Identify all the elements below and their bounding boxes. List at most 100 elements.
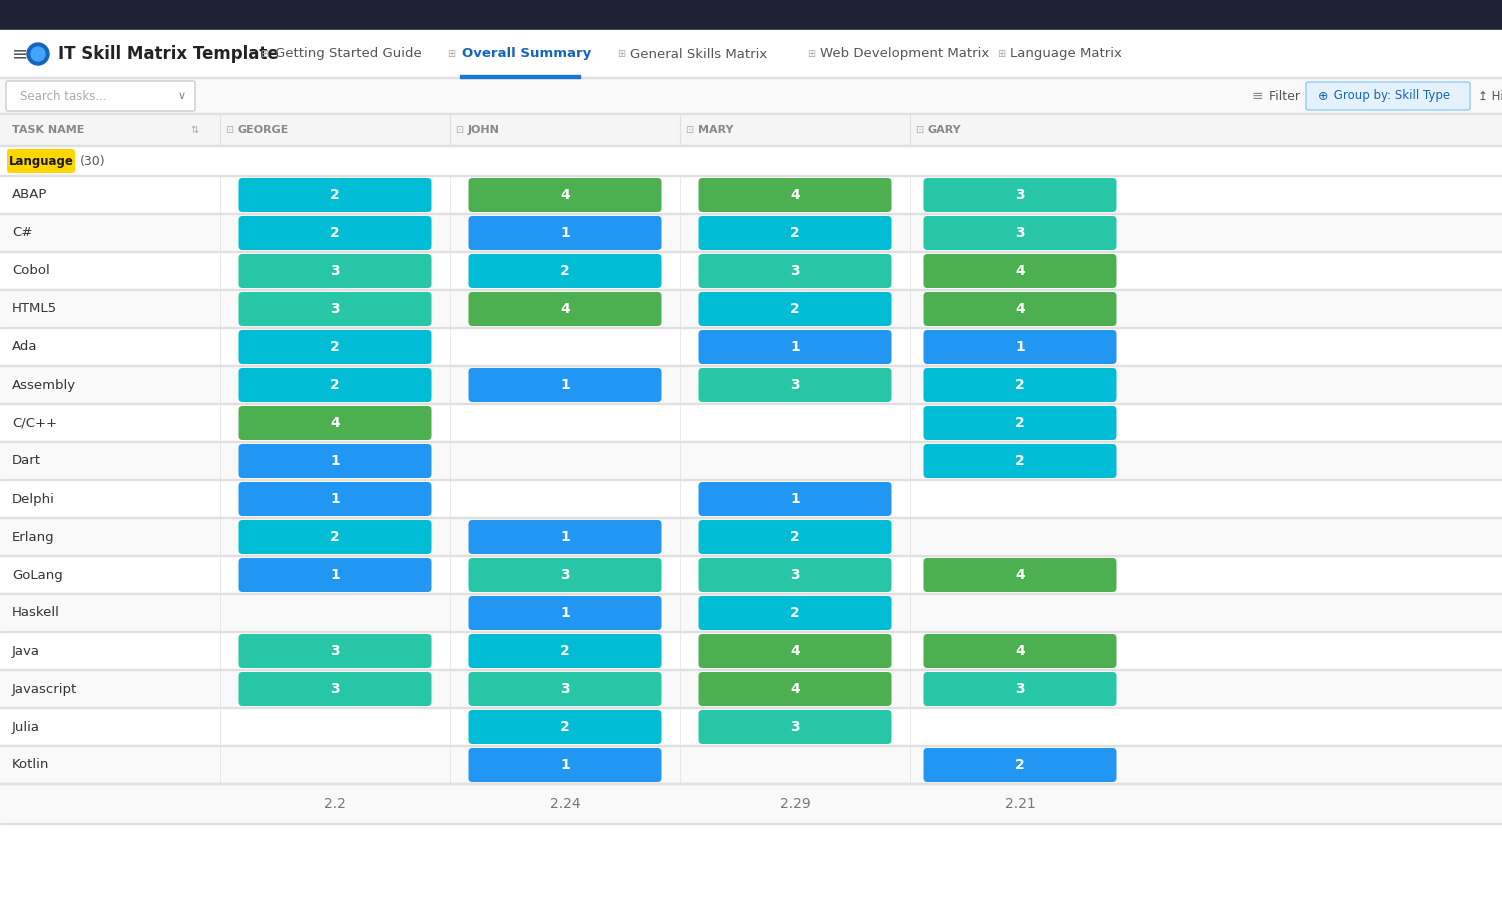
FancyBboxPatch shape <box>469 558 661 592</box>
Bar <box>0 290 1502 328</box>
Text: 3: 3 <box>790 568 799 582</box>
FancyBboxPatch shape <box>469 520 661 554</box>
Text: Web Development Matrix: Web Development Matrix <box>820 47 990 60</box>
Text: Getting Started Guide: Getting Started Guide <box>275 47 422 60</box>
Text: 2: 2 <box>790 302 801 316</box>
FancyBboxPatch shape <box>924 330 1116 364</box>
FancyBboxPatch shape <box>924 368 1116 402</box>
Bar <box>0 214 1502 252</box>
Text: 3: 3 <box>1015 188 1024 202</box>
Text: 2: 2 <box>790 226 801 240</box>
Text: 2: 2 <box>560 720 569 734</box>
Text: ⊞: ⊞ <box>807 49 816 59</box>
Bar <box>0 213 1502 214</box>
FancyBboxPatch shape <box>469 710 661 744</box>
Text: ⊞: ⊞ <box>617 49 625 59</box>
Text: 4: 4 <box>1015 264 1024 278</box>
Bar <box>460 75 580 78</box>
Text: C/C++: C/C++ <box>12 417 57 430</box>
FancyBboxPatch shape <box>239 292 431 326</box>
Text: GoLang: GoLang <box>12 569 63 581</box>
Text: 2: 2 <box>1015 758 1024 772</box>
FancyBboxPatch shape <box>469 292 661 326</box>
Text: ⇅: ⇅ <box>189 125 198 135</box>
Text: 2: 2 <box>560 644 569 658</box>
FancyBboxPatch shape <box>698 254 892 288</box>
Bar <box>0 252 1502 290</box>
Text: 2: 2 <box>560 264 569 278</box>
FancyBboxPatch shape <box>239 444 431 478</box>
FancyBboxPatch shape <box>469 748 661 782</box>
FancyBboxPatch shape <box>469 254 661 288</box>
Text: 4: 4 <box>560 302 569 316</box>
Bar <box>0 0 1502 30</box>
FancyBboxPatch shape <box>469 368 661 402</box>
Bar <box>0 77 1502 78</box>
Bar <box>0 366 1502 404</box>
Text: 3: 3 <box>1015 682 1024 696</box>
FancyBboxPatch shape <box>698 216 892 250</box>
FancyBboxPatch shape <box>8 149 75 173</box>
Text: 1: 1 <box>1015 340 1024 354</box>
Bar <box>0 176 1502 214</box>
Text: 3: 3 <box>790 264 799 278</box>
Text: 2: 2 <box>330 378 339 392</box>
Text: 2: 2 <box>330 340 339 354</box>
FancyBboxPatch shape <box>239 634 431 668</box>
Bar <box>0 114 1502 146</box>
Text: ∨: ∨ <box>179 91 186 101</box>
Text: ⊞: ⊞ <box>448 49 455 59</box>
Bar <box>0 327 1502 328</box>
Text: 2.21: 2.21 <box>1005 797 1035 811</box>
Bar <box>0 824 1502 910</box>
Bar <box>0 593 1502 594</box>
Bar <box>0 707 1502 708</box>
Text: 2: 2 <box>790 530 801 544</box>
FancyBboxPatch shape <box>924 634 1116 668</box>
Text: GARY: GARY <box>928 125 961 135</box>
Text: 1: 1 <box>560 378 569 392</box>
Text: Group by: Skill Type: Group by: Skill Type <box>1329 89 1449 103</box>
FancyBboxPatch shape <box>239 254 431 288</box>
Bar <box>0 783 1502 784</box>
Text: 2: 2 <box>330 188 339 202</box>
Text: GEORGE: GEORGE <box>237 125 290 135</box>
Text: Ada: Ada <box>12 340 38 353</box>
Text: Erlang: Erlang <box>12 531 54 543</box>
FancyBboxPatch shape <box>698 634 892 668</box>
Text: 1: 1 <box>790 340 801 354</box>
FancyBboxPatch shape <box>239 520 431 554</box>
Bar <box>0 175 1502 176</box>
Bar <box>0 441 1502 442</box>
Bar <box>0 365 1502 366</box>
Bar <box>0 708 1502 746</box>
Text: 1: 1 <box>330 568 339 582</box>
FancyBboxPatch shape <box>924 178 1116 212</box>
FancyBboxPatch shape <box>698 482 892 516</box>
Bar <box>0 823 1502 824</box>
Text: C#: C# <box>12 227 33 239</box>
Text: ⊡: ⊡ <box>225 125 233 135</box>
Bar <box>0 746 1502 784</box>
Text: ≡: ≡ <box>1253 89 1263 103</box>
FancyBboxPatch shape <box>469 216 661 250</box>
Text: 2: 2 <box>790 606 801 620</box>
Text: Haskell: Haskell <box>12 606 60 620</box>
Bar <box>0 145 1502 146</box>
Text: 4: 4 <box>790 644 801 658</box>
Bar <box>0 555 1502 556</box>
FancyBboxPatch shape <box>6 81 195 111</box>
Text: 4: 4 <box>790 188 801 202</box>
Text: ABAP: ABAP <box>12 188 48 201</box>
Bar <box>0 289 1502 290</box>
Text: 2: 2 <box>1015 378 1024 392</box>
Text: Java: Java <box>12 644 41 658</box>
Bar <box>0 632 1502 670</box>
FancyBboxPatch shape <box>698 520 892 554</box>
Text: 3: 3 <box>1015 226 1024 240</box>
Text: MARY: MARY <box>698 125 733 135</box>
Text: Overall Summary: Overall Summary <box>463 47 592 60</box>
Text: Delphi: Delphi <box>12 492 56 505</box>
FancyBboxPatch shape <box>469 634 661 668</box>
FancyBboxPatch shape <box>924 216 1116 250</box>
